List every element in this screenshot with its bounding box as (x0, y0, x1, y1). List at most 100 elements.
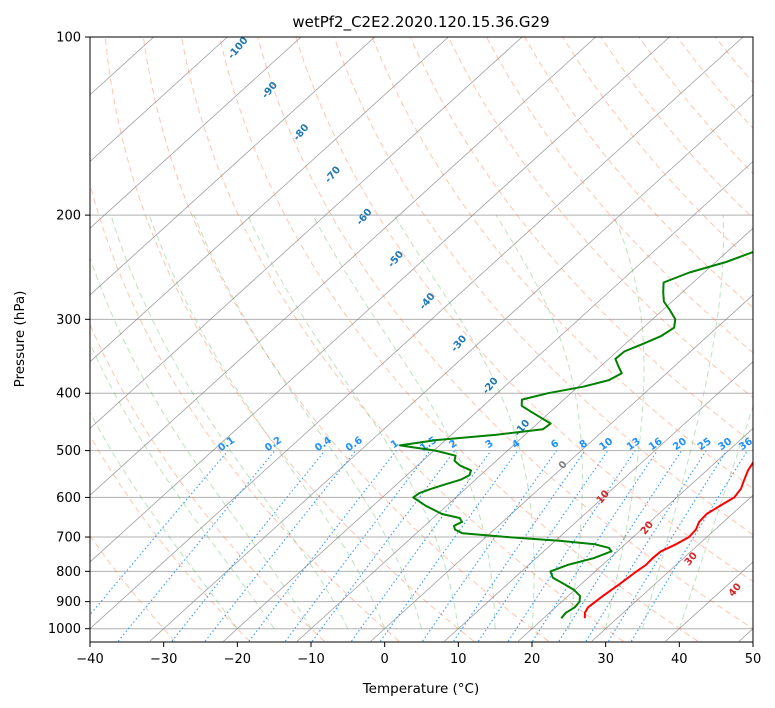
dry-adiabat-line (104, 37, 475, 642)
mixing-ratio-line (532, 450, 658, 642)
dry-adiabat-line (257, 37, 753, 630)
dry-adiabat-label: -90 (260, 80, 280, 101)
dry-adiabat-line (600, 37, 753, 219)
y-tick-label: 300 (56, 313, 81, 328)
moist-adiabat-line (312, 214, 496, 629)
moist-adiabat-line (90, 342, 275, 629)
dry-adiabat-line (714, 37, 753, 84)
moist-adiabat-line (90, 411, 238, 629)
dry-adiabat-label: 10 (595, 488, 612, 506)
y-tick-label: 200 (56, 209, 81, 224)
mixing-ratio-line (477, 450, 609, 642)
y-tick-label: 100 (56, 31, 81, 46)
isotherm-line (90, 37, 523, 430)
mixing-ratio-line (351, 450, 492, 642)
mixing-ratio-label: 8 (578, 438, 590, 451)
dry-adiabat-line (562, 37, 753, 264)
mixing-ratio-label: 0.1 (216, 435, 237, 454)
mixing-ratio-line (90, 450, 229, 616)
mixing-ratio-line (453, 450, 586, 642)
moist-adiabat-line (148, 214, 386, 629)
dry-adiabat-label: -70 (323, 165, 343, 186)
isotherm-line (517, 427, 753, 642)
moist-adiabat-line (642, 215, 724, 629)
dry-adiabat-line (142, 37, 549, 642)
y-tick-label: 600 (56, 491, 81, 506)
x-tick-label: −20 (224, 652, 251, 667)
dewpoint-line (398, 250, 753, 619)
mixing-ratio-line (379, 450, 519, 642)
plot-frame (89, 36, 754, 643)
x-tick-label: 30 (597, 652, 614, 667)
mixing-ratio-line (248, 450, 397, 642)
moist-adiabat-line (247, 214, 459, 629)
dry-adiabat-line (638, 37, 753, 175)
dry-adiabat-label: 30 (683, 550, 700, 568)
dry-adiabat-label: -100 (226, 35, 251, 61)
dry-adiabat-line (90, 434, 251, 642)
dry-adiabat-label: -80 (291, 122, 311, 143)
isotherm-line (591, 494, 753, 642)
y-axis-label: Pressure (hPa) (12, 291, 28, 388)
dry-adiabat-line (90, 534, 176, 642)
dry-adiabat-line (371, 37, 753, 490)
y-tick-label: 500 (56, 444, 81, 459)
y-tick-label: 400 (56, 387, 81, 402)
mixing-ratio-line (117, 450, 276, 642)
dry-adiabat-label: -30 (449, 333, 469, 354)
mixing-ratio-line (284, 450, 431, 642)
x-tick-label: −40 (76, 652, 103, 667)
mixing-ratio-line (422, 450, 558, 642)
isotherm-line (149, 94, 753, 642)
x-axis: −40 −30 −20 −10 0 10 20 30 40 50 (76, 642, 761, 667)
isotherm-line (738, 628, 753, 642)
dry-adiabat-line (753, 37, 775, 641)
isotherm-line (90, 37, 302, 229)
y-tick-label: 700 (56, 531, 81, 546)
isotherm-line (90, 37, 375, 296)
mixing-ratio-line (204, 450, 357, 642)
isotherm-line (665, 561, 753, 642)
moist-adiabat-line (193, 214, 422, 629)
isotherm-line (90, 37, 670, 563)
moist-adiabat-line (678, 405, 753, 629)
x-axis-label: Temperature (°C) (362, 681, 480, 697)
dry-adiabat-line (295, 37, 753, 582)
mixing-ratio-line (608, 450, 728, 642)
y-tick-label: 800 (56, 565, 81, 580)
temperature-line (583, 460, 753, 619)
dry-adiabat-label: -60 (355, 207, 375, 228)
isotherm-line (223, 160, 753, 642)
isotherm-line (90, 37, 596, 496)
mixing-ratio-label: 0.4 (313, 435, 334, 454)
mixing-ratio-label: 0.6 (344, 435, 365, 454)
dry-adiabat-label: 0 (557, 459, 570, 471)
chart-title: wetPf2_C2E2.2020.120.15.36.G29 (292, 13, 549, 32)
mixing-ratio-label: 4 (510, 438, 522, 451)
mixing-ratio-line (558, 450, 682, 642)
moist-adiabat-line (605, 214, 645, 629)
isotherm-line (296, 227, 753, 642)
x-tick-label: 20 (524, 652, 541, 667)
mixing-ratio-line (630, 450, 748, 642)
dry-adiabat-line (90, 182, 400, 642)
moist-adiabat-line (110, 214, 349, 629)
moist-adiabat-line (495, 214, 583, 629)
mixing-ratio-labels: 0.1 0.2 0.4 0.6 1 1.5 2 3 4 6 8 10 13 16 20 25 30 36 (216, 435, 753, 454)
x-tick-label: 50 (745, 652, 762, 667)
y-axis: 100 200 300 400 500 600 700 800 900 1000 (48, 31, 90, 637)
x-tick-label: 0 (381, 652, 389, 667)
dry-adiabat-label: -40 (418, 291, 438, 312)
mixing-ratio-line (311, 450, 456, 642)
dry-adiabat-label: 40 (727, 581, 744, 599)
mixing-ratio-label: 2 (447, 438, 459, 451)
dry-adiabat-label: -50 (386, 249, 406, 270)
dry-adiabat-line (333, 37, 753, 536)
isotherm-line (90, 37, 228, 163)
isotherm-line (90, 37, 449, 363)
isotherm-line (370, 294, 753, 642)
mixing-ratio-label: 6 (549, 438, 561, 451)
dry-adiabat-line (219, 37, 699, 642)
isotherm-line (90, 37, 744, 630)
x-tick-label: −30 (150, 652, 177, 667)
